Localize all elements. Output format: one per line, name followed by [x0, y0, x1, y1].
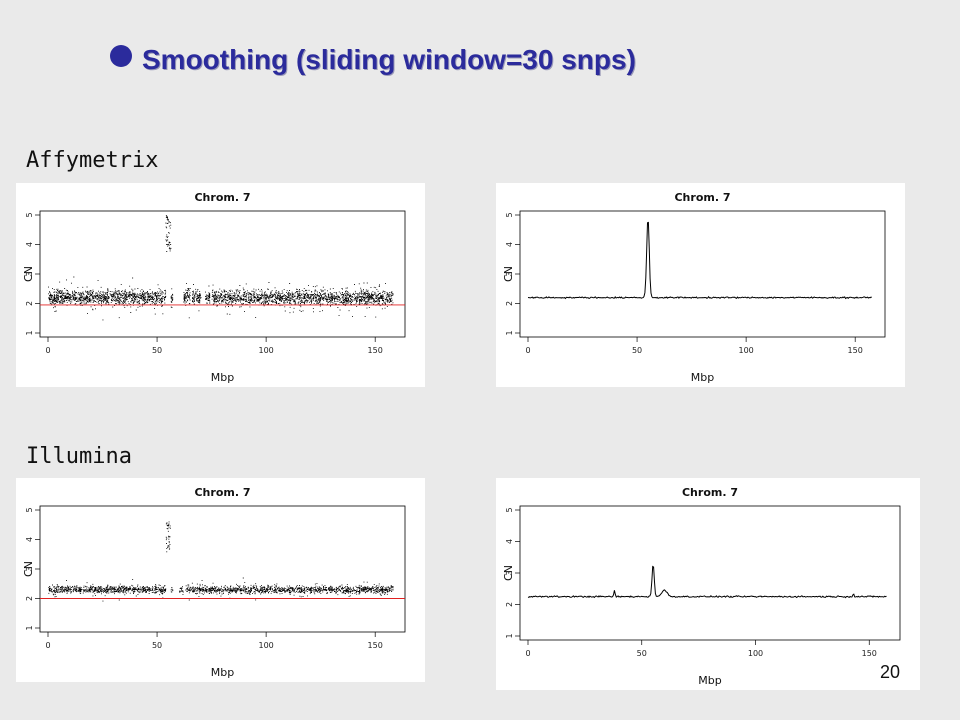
x-tick-label: 0 — [525, 346, 530, 355]
plot-frame — [519, 505, 901, 641]
y-tick-label: 5 — [25, 212, 34, 217]
chart-illumina-raw: Chrom. 7 Mbp CN 0 50 100 150 1 2 3 4 5 — [22, 486, 406, 679]
data-points — [48, 215, 394, 321]
x-tick-label: 0 — [45, 346, 50, 355]
slide-title: Smoothing (sliding window=30 snps) — [110, 44, 636, 76]
x-tick-label: 0 — [525, 649, 530, 658]
chart-illumina-smoothed: Chrom. 7 Mbp CN 0 50 100 150 1 2 3 4 5 — [502, 486, 901, 687]
y-tick-label: 2 — [505, 602, 514, 607]
y-tick-label: 2 — [25, 301, 34, 306]
x-tick-label: 150 — [848, 346, 863, 355]
y-tick-label: 1 — [505, 330, 514, 335]
x-tick-label: 50 — [152, 641, 162, 650]
y-tick-label: 4 — [505, 242, 514, 247]
x-tick-label: 100 — [258, 641, 273, 650]
x-axis-label: Mbp — [211, 666, 234, 679]
x-axis-label: Mbp — [691, 371, 714, 384]
x-axis-label: Mbp — [698, 674, 721, 687]
x-tick-label: 100 — [738, 346, 753, 355]
y-tick-label: 2 — [25, 596, 34, 601]
y-axis-label: CN — [502, 266, 515, 282]
page-number: 20 — [880, 662, 901, 682]
scatter-series — [48, 521, 394, 602]
chart-panel-illumina-raw: Chrom. 7 Mbp CN 0 50 100 150 1 2 3 4 5 — [16, 478, 425, 682]
y-axis-label: CN — [502, 565, 515, 581]
plot-frame — [39, 505, 406, 633]
y-axis-label: CN — [22, 561, 35, 577]
x-tick-label: 50 — [152, 346, 162, 355]
chart-affymetrix-smoothed: Chrom. 7 Mbp CN 0 50 100 150 1 2 3 4 5 — [502, 191, 886, 384]
y-tick-label: 1 — [25, 625, 34, 630]
y-tick-label: 1 — [505, 633, 514, 638]
y-tick-label: 3 — [25, 271, 34, 276]
x-tick-label: 150 — [368, 346, 383, 355]
x-tick-label: 50 — [637, 649, 647, 658]
y-tick-label: 4 — [25, 242, 34, 247]
slide-title-text: Smoothing (sliding window=30 snps) — [142, 44, 636, 75]
x-axis-label: Mbp — [211, 371, 234, 384]
chart-panel-illumina-smoothed: Chrom. 7 Mbp CN 0 50 100 150 1 2 3 4 5 — [496, 478, 920, 690]
x-tick-label: 150 — [368, 641, 383, 650]
section-label-illumina: Illumina — [26, 444, 132, 469]
scatter-series — [48, 215, 394, 321]
plot-frame — [519, 210, 886, 338]
y-tick-label: 5 — [505, 507, 514, 512]
y-tick-label: 3 — [25, 566, 34, 571]
x-tick-label: 150 — [862, 649, 877, 658]
x-tick-label: 50 — [632, 346, 642, 355]
y-axis-label: CN — [22, 266, 35, 282]
x-tick-label: 100 — [258, 346, 273, 355]
data-points — [48, 521, 394, 602]
y-tick-label: 1 — [25, 330, 34, 335]
smoothed-series-line — [527, 221, 872, 300]
chart-panel-affymetrix-raw: Chrom. 7 Mbp CN 0 50 100 150 1 2 3 4 5 — [16, 183, 425, 387]
x-tick-label: 0 — [45, 641, 50, 650]
y-tick-label: 5 — [505, 212, 514, 217]
chart-title: Chrom. 7 — [194, 191, 250, 204]
chart-panel-affymetrix-smoothed: Chrom. 7 Mbp CN 0 50 100 150 1 2 3 4 5 — [496, 183, 905, 387]
chart-title: Chrom. 7 — [682, 486, 738, 499]
y-tick-label: 4 — [505, 539, 514, 544]
chart-affymetrix-raw: Chrom. 7 Mbp CN 0 50 100 150 1 2 3 4 5 — [22, 191, 406, 384]
smoothed-series-line — [527, 565, 887, 599]
y-tick-label: 3 — [505, 570, 514, 575]
plot-frame — [39, 210, 406, 338]
y-tick-label: 5 — [25, 507, 34, 512]
x-tick-label: 100 — [748, 649, 763, 658]
section-label-affymetrix: Affymetrix — [26, 148, 159, 173]
y-tick-label: 3 — [505, 271, 514, 276]
chart-title: Chrom. 7 — [194, 486, 250, 499]
chart-title: Chrom. 7 — [674, 191, 730, 204]
y-tick-label: 2 — [505, 301, 514, 306]
bullet-icon — [110, 45, 132, 67]
y-tick-label: 4 — [25, 537, 34, 542]
